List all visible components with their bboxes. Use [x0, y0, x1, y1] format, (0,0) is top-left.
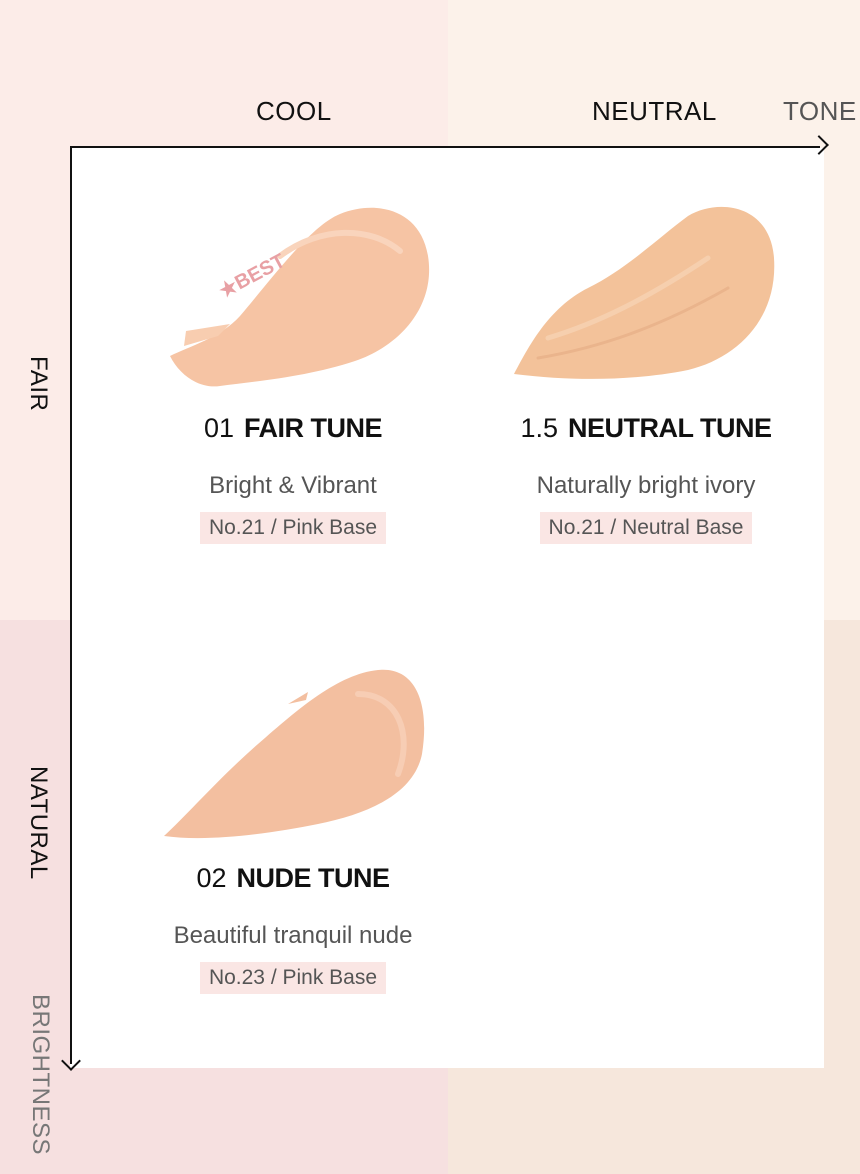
neutral-tune-shade-wrap: No.21 / Neutral Base: [456, 512, 836, 544]
neutral-tune-title: 1.5 NEUTRAL TUNE: [481, 413, 811, 444]
nude-tune-description: Beautiful tranquil nude: [173, 922, 413, 949]
neutral-tune-name: NEUTRAL TUNE: [568, 413, 772, 443]
column-label-neutral: NEUTRAL: [592, 96, 717, 126]
neutral-tune-shade-badge: No.21 / Neutral Base: [539, 512, 753, 544]
fair-tune-title: 01 FAIR TUNE: [128, 413, 458, 444]
neutral-tune-number: 1.5: [520, 413, 559, 443]
fair-tune-name: FAIR TUNE: [244, 413, 383, 443]
fair-tune-description: Bright & Vibrant: [209, 472, 377, 499]
column-label-cool: COOL: [256, 96, 332, 126]
nude-tune-shade-wrap: No.23 / Pink Base: [103, 962, 483, 994]
axis-title-brightness: BRIGHTNESS: [27, 994, 54, 1156]
neutral-tune-description: Naturally bright ivory: [536, 472, 756, 499]
brightness-axis-line: [70, 146, 72, 1064]
nude-tune-title: 02 NUDE TUNE: [128, 863, 458, 894]
tone-axis-line: [70, 146, 820, 148]
neutral-tune-swatch: [514, 206, 775, 379]
row-label-fair: FAIR: [25, 356, 52, 412]
nude-tune-number: 02: [196, 863, 227, 893]
nude-tune-shade-badge: No.23 / Pink Base: [199, 962, 387, 994]
nude-tune-swatch: [164, 669, 425, 839]
row-label-natural: NATURAL: [25, 766, 52, 880]
fair-tune-number: 01: [203, 413, 235, 443]
fair-tune-swatch: ★BEST: [170, 207, 430, 387]
fair-tune-shade-wrap: No.21 / Pink Base: [103, 512, 483, 544]
axis-title-tone: TONE: [783, 96, 857, 126]
nude-tune-name: NUDE TUNE: [236, 863, 391, 893]
fair-tune-shade-badge: No.21 / Pink Base: [199, 512, 387, 544]
